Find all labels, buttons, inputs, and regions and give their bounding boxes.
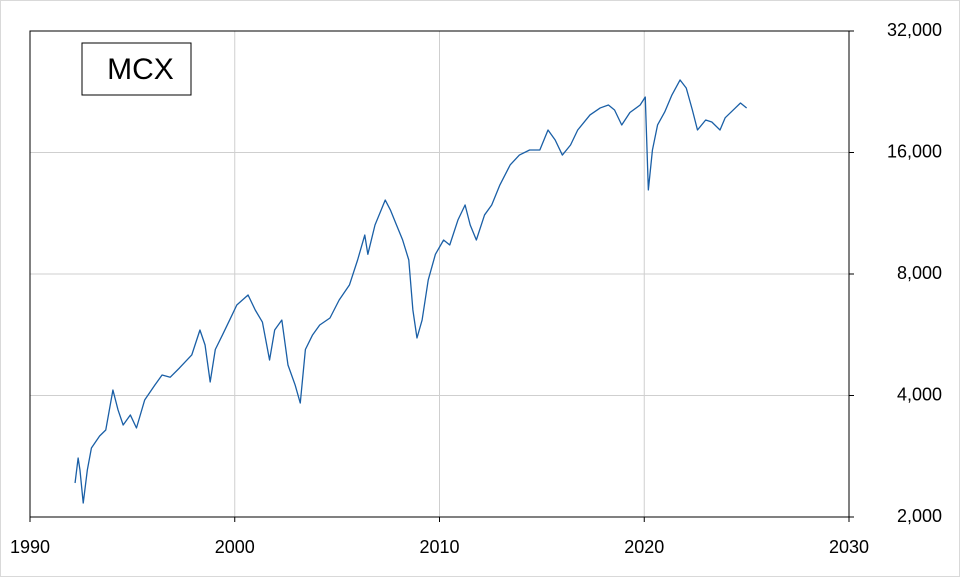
- x-tick-label: 1990: [10, 537, 50, 557]
- legend-box: [81, 42, 192, 96]
- series-line: [74, 79, 748, 504]
- axes: 1990 2000 2010 2020 2030 2,000 4,000 8,000 16,00…: [10, 20, 942, 557]
- x-tick-label: 2020: [624, 537, 664, 557]
- x-tick-label: 2030: [829, 537, 869, 557]
- y-tick-label: 8,000: [897, 263, 942, 283]
- x-tick-label: 2010: [419, 537, 459, 557]
- x-tick-label: 2000: [215, 537, 255, 557]
- y-tick-label: 32,000: [887, 20, 942, 40]
- y-tick-label: 4,000: [897, 384, 942, 404]
- y-tick-label: 16,000: [887, 141, 942, 161]
- plot: [74, 79, 748, 504]
- legend: MCX: [81, 42, 192, 96]
- y-tick-label: 2,000: [897, 506, 942, 526]
- legend-label: MCX: [107, 53, 174, 86]
